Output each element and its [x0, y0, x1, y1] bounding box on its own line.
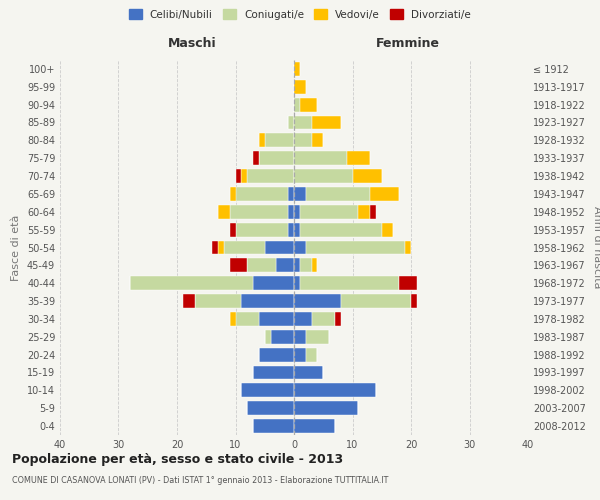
- Bar: [230, 187, 235, 201]
- Bar: [353, 169, 382, 183]
- Text: Popolazione per età, sesso e stato civile - 2013: Popolazione per età, sesso e stato civil…: [12, 452, 343, 466]
- Bar: [294, 62, 300, 76]
- Bar: [265, 240, 294, 254]
- Bar: [294, 134, 311, 147]
- Bar: [230, 312, 235, 326]
- Bar: [300, 276, 400, 290]
- Bar: [230, 205, 288, 219]
- Bar: [311, 134, 323, 147]
- Bar: [253, 419, 294, 433]
- Bar: [253, 276, 294, 290]
- Y-axis label: Anni di nascita: Anni di nascita: [592, 206, 600, 289]
- Bar: [300, 205, 358, 219]
- Bar: [294, 116, 311, 130]
- Bar: [300, 258, 311, 272]
- Bar: [241, 169, 247, 183]
- Text: Femmine: Femmine: [376, 37, 440, 50]
- Bar: [294, 205, 300, 219]
- Bar: [271, 330, 294, 344]
- Bar: [306, 348, 317, 362]
- Bar: [288, 205, 294, 219]
- Bar: [288, 187, 294, 201]
- Bar: [235, 312, 259, 326]
- Bar: [218, 205, 230, 219]
- Bar: [294, 222, 300, 236]
- Bar: [294, 348, 306, 362]
- Bar: [241, 294, 294, 308]
- Bar: [253, 151, 259, 165]
- Bar: [265, 134, 294, 147]
- Bar: [300, 222, 382, 236]
- Bar: [294, 258, 300, 272]
- Bar: [247, 169, 294, 183]
- Bar: [400, 276, 417, 290]
- Bar: [294, 98, 300, 112]
- Bar: [306, 187, 370, 201]
- Bar: [130, 276, 253, 290]
- Text: Maschi: Maschi: [167, 37, 217, 50]
- Bar: [235, 222, 288, 236]
- Bar: [241, 384, 294, 398]
- Bar: [294, 384, 376, 398]
- Bar: [294, 401, 358, 415]
- Bar: [294, 366, 323, 380]
- Bar: [341, 294, 411, 308]
- Legend: Celibi/Nubili, Coniugati/e, Vedovi/e, Divorziati/e: Celibi/Nubili, Coniugati/e, Vedovi/e, Di…: [125, 5, 475, 24]
- Bar: [405, 240, 411, 254]
- Bar: [265, 330, 271, 344]
- Bar: [294, 419, 335, 433]
- Bar: [212, 240, 218, 254]
- Bar: [288, 116, 294, 130]
- Bar: [294, 151, 347, 165]
- Bar: [218, 240, 224, 254]
- Bar: [347, 151, 370, 165]
- Bar: [259, 134, 265, 147]
- Bar: [230, 258, 247, 272]
- Bar: [300, 98, 317, 112]
- Bar: [294, 294, 341, 308]
- Bar: [194, 294, 241, 308]
- Bar: [259, 151, 294, 165]
- Bar: [294, 80, 306, 94]
- Bar: [247, 401, 294, 415]
- Bar: [358, 205, 370, 219]
- Text: COMUNE DI CASANOVA LONATI (PV) - Dati ISTAT 1° gennaio 2013 - Elaborazione TUTTI: COMUNE DI CASANOVA LONATI (PV) - Dati IS…: [12, 476, 388, 485]
- Bar: [294, 240, 306, 254]
- Bar: [294, 330, 306, 344]
- Bar: [311, 116, 341, 130]
- Bar: [294, 312, 311, 326]
- Bar: [335, 312, 341, 326]
- Bar: [311, 258, 317, 272]
- Bar: [235, 187, 288, 201]
- Bar: [230, 222, 235, 236]
- Bar: [294, 187, 306, 201]
- Bar: [288, 222, 294, 236]
- Bar: [411, 294, 417, 308]
- Bar: [294, 169, 353, 183]
- Bar: [253, 366, 294, 380]
- Bar: [183, 294, 194, 308]
- Bar: [224, 240, 265, 254]
- Bar: [306, 240, 405, 254]
- Bar: [370, 187, 400, 201]
- Bar: [235, 169, 241, 183]
- Bar: [382, 222, 394, 236]
- Bar: [259, 348, 294, 362]
- Bar: [294, 276, 300, 290]
- Y-axis label: Fasce di età: Fasce di età: [11, 214, 21, 280]
- Bar: [247, 258, 277, 272]
- Bar: [306, 330, 329, 344]
- Bar: [311, 312, 335, 326]
- Bar: [370, 205, 376, 219]
- Bar: [259, 312, 294, 326]
- Bar: [277, 258, 294, 272]
